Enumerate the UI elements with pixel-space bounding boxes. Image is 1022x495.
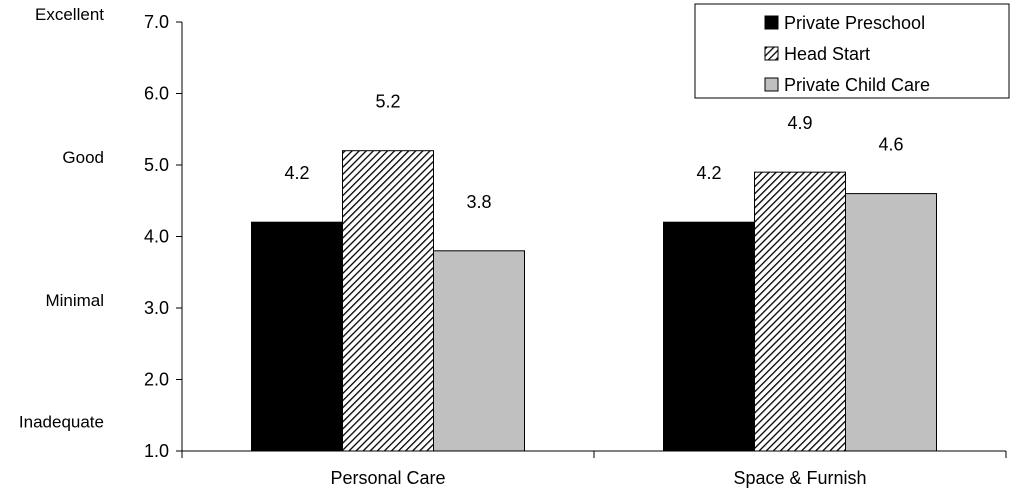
rating-label: Excellent: [35, 5, 104, 24]
bar: [664, 222, 755, 451]
legend-label: Private Preschool: [784, 13, 925, 33]
legend-swatch: [765, 47, 778, 60]
legend-label: Head Start: [784, 44, 870, 64]
bar: [434, 251, 525, 451]
x-tick-label: Space & Furnish: [733, 468, 866, 488]
legend-swatch: [765, 16, 778, 29]
bar: [755, 172, 846, 451]
data-label: 4.2: [284, 163, 309, 183]
legend-swatch: [765, 78, 778, 91]
x-tick-label: Personal Care: [330, 468, 445, 488]
legend-label: Private Child Care: [784, 75, 930, 95]
y-tick-label: 3.0: [144, 298, 169, 318]
data-label: 5.2: [375, 92, 400, 112]
bar: [343, 151, 434, 451]
y-tick-label: 7.0: [144, 12, 169, 32]
rating-label: Minimal: [45, 291, 104, 310]
bar: [846, 194, 937, 451]
y-tick-label: 6.0: [144, 84, 169, 104]
y-tick-label: 1.0: [144, 441, 169, 461]
rating-label: Good: [62, 148, 104, 167]
data-label: 4.6: [878, 135, 903, 155]
y-tick-label: 4.0: [144, 227, 169, 247]
legend: Private Preschool Head Start Private Child…: [695, 4, 1009, 98]
bar: [252, 222, 343, 451]
y-tick-label: 2.0: [144, 370, 169, 390]
rating-label: Inadequate: [19, 412, 104, 431]
data-label: 4.9: [787, 113, 812, 133]
bars: [252, 151, 937, 451]
data-label: 4.2: [696, 163, 721, 183]
data-label: 3.8: [466, 192, 491, 212]
y-tick-label: 5.0: [144, 155, 169, 175]
